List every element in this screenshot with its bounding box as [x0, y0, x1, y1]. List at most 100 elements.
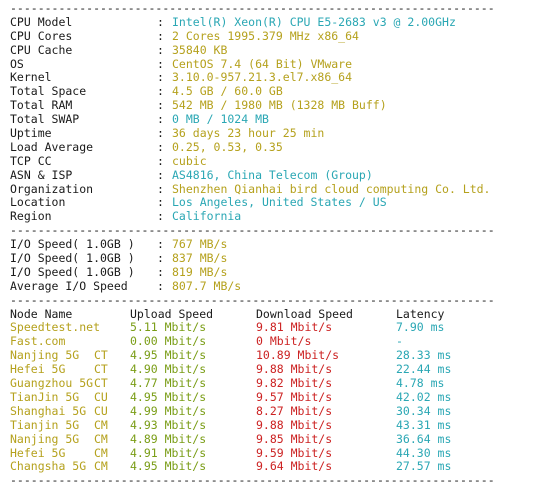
node-isp: CU [94, 403, 108, 418]
info-colon: : [157, 126, 164, 141]
io-row: I/O Speed( 1.0GB ):837 MB/s [10, 251, 537, 266]
info-value: 0.25, 0.53, 0.35 [172, 139, 283, 154]
info-colon: : [157, 42, 164, 57]
info-colon: : [157, 14, 164, 29]
speedtest-row: Shanghai 5G CU 4.99 Mbit/s 8.27 Mbit/s 30.34… [10, 403, 537, 419]
info-label: CPU Cache [10, 42, 73, 57]
io-value: 807.7 MB/s [172, 278, 242, 293]
separator-line: ----------------------------------------… [10, 2, 495, 15]
info-value: 36 days 23 hour 25 min [172, 126, 325, 141]
speedtest-row: TianJin 5G CU 4.95 Mbit/s 9.57 Mbit/s 42.02 … [10, 389, 537, 405]
info-value: 3.10.0-957.21.3.el7.x86_64 [172, 70, 353, 85]
speedtest-rows: Speedtest.net 5.11 Mbit/s 9.81 Mbit/s 7.90 … [10, 321, 537, 474]
download-speed: 9.85 Mbit/s [256, 431, 333, 446]
io-row: Average I/O Speed:807.7 MB/s [10, 278, 537, 294]
info-label: Organization [10, 181, 94, 196]
info-colon: : [157, 139, 164, 154]
info-row: Total Space:4.5 GB / 60.0 GB [10, 84, 537, 99]
node-isp: CT [94, 376, 108, 391]
node-isp: CM [94, 431, 108, 446]
node-name: Fast.com [10, 334, 66, 349]
info-colon: : [157, 181, 164, 196]
node-name: Speedtest.net [10, 320, 101, 335]
info-value: Intel(R) Xeon(R) CPU E5-2683 v3 @ 2.00GH… [172, 14, 456, 29]
info-value: 542 MB / 1980 MB (1328 MB Buff) [172, 98, 387, 113]
info-value: 4.5 GB / 60.0 GB [172, 84, 283, 99]
info-label: TCP CC [10, 153, 52, 168]
io-speed-block: I/O Speed( 1.0GB ):767 MB/s I/O Speed( 1.… [10, 237, 537, 294]
latency: 30.34 ms [396, 403, 452, 418]
speedtest-row: Tianjin 5G CM 4.93 Mbit/s 9.88 Mbit/s 43.31 … [10, 417, 537, 433]
latency: - [396, 334, 403, 349]
node-name: Changsha 5G [10, 459, 87, 474]
info-colon: : [157, 98, 164, 113]
info-label: Total SWAP [10, 112, 80, 127]
io-colon: : [157, 278, 164, 293]
upload-speed: 4.91 Mbit/s [130, 445, 207, 460]
download-speed: 9.64 Mbit/s [256, 459, 333, 474]
io-label: Average I/O Speed [10, 278, 128, 293]
io-colon: : [157, 251, 164, 266]
info-colon: : [157, 56, 164, 71]
latency: 36.64 ms [396, 431, 452, 446]
info-row: Region: California [10, 209, 537, 224]
info-colon: : [157, 153, 164, 168]
info-colon: : [157, 209, 164, 224]
info-label: Location [10, 195, 66, 210]
node-isp: CM [94, 417, 108, 432]
speedtest-row: Fast.com 0.00 Mbit/s 0 Mbit/s - [10, 334, 537, 349]
info-label: Kernel [10, 70, 52, 85]
node-isp: CM [94, 445, 108, 460]
header-upload-speed: Upload Speed [130, 306, 214, 321]
io-label: I/O Speed( 1.0GB ) [10, 251, 135, 266]
info-label: Total RAM [10, 98, 73, 113]
info-colon: : [157, 70, 164, 85]
header-latency: Latency [396, 306, 445, 321]
info-value: cubic [172, 153, 207, 168]
info-colon: : [157, 195, 164, 210]
upload-speed: 5.11 Mbit/s [130, 320, 207, 335]
speedtest-row: Hefei 5G CM 4.91 Mbit/s 9.59 Mbit/s 44.30 ms [10, 445, 537, 461]
info-value: CentOS 7.4 (64 Bit) VMware [172, 56, 353, 71]
io-row: I/O Speed( 1.0GB ):767 MB/s [10, 237, 537, 252]
speedtest-header-row: Node Name Upload Speed Download Speed La… [10, 306, 537, 322]
latency: 7.90 ms [396, 320, 445, 335]
upload-speed: 4.95 Mbit/s [130, 348, 207, 363]
node-isp: CU [94, 389, 108, 404]
upload-speed: 4.95 Mbit/s [130, 459, 207, 474]
io-value: 837 MB/s [172, 251, 228, 266]
node-name: Hefei 5G [10, 445, 66, 460]
io-value: 819 MB/s [172, 264, 228, 279]
upload-speed: 0.00 Mbit/s [130, 334, 207, 349]
upload-speed: 4.95 Mbit/s [130, 389, 207, 404]
upload-speed: 4.99 Mbit/s [130, 403, 207, 418]
io-label: I/O Speed( 1.0GB ) [10, 237, 135, 252]
io-colon: : [157, 237, 164, 252]
info-label: Total Space [10, 84, 87, 99]
separator-line: ----------------------------------------… [10, 474, 495, 488]
speedtest-row: Nanjing 5G CM 4.89 Mbit/s 9.85 Mbit/s 36.64 … [10, 431, 537, 447]
io-label: I/O Speed( 1.0GB ) [10, 264, 135, 279]
node-name: Nanjing 5G [10, 348, 80, 363]
speedtest-row: Hefei 5G CT 4.90 Mbit/s 9.88 Mbit/s 22.44 ms [10, 362, 537, 377]
upload-speed: 4.89 Mbit/s [130, 431, 207, 446]
download-speed: 9.59 Mbit/s [256, 445, 333, 460]
speedtest-table: Node Name Upload Speed Download Speed La… [10, 306, 537, 475]
latency: 28.33 ms [396, 348, 452, 363]
speedtest-row: Guangzhou 5G CT 4.77 Mbit/s 9.82 Mbit/s 4.78… [10, 376, 537, 391]
io-value: 767 MB/s [172, 237, 228, 252]
system-info-block: CPU Model: Intel(R) Xeon(R) CPU E5-2683 v… [10, 14, 537, 224]
download-speed: 10.89 Mbit/s [256, 348, 340, 363]
download-speed: 9.57 Mbit/s [256, 389, 333, 404]
download-speed: 9.88 Mbit/s [256, 362, 333, 377]
download-speed: 0 Mbit/s [256, 334, 312, 349]
separator-line: ----------------------------------------… [10, 293, 495, 307]
header-download-speed: Download Speed [256, 306, 353, 321]
info-colon: : [157, 28, 164, 43]
info-row: TCP CC: cubic [10, 153, 537, 169]
info-row: Total SWAP:0 MB / 1024 MB [10, 112, 537, 127]
download-speed: 9.88 Mbit/s [256, 417, 333, 432]
info-row: OS: CentOS 7.4 (64 Bit) VMware [10, 56, 537, 72]
info-colon: : [157, 112, 164, 127]
node-name: Nanjing 5G [10, 431, 80, 446]
